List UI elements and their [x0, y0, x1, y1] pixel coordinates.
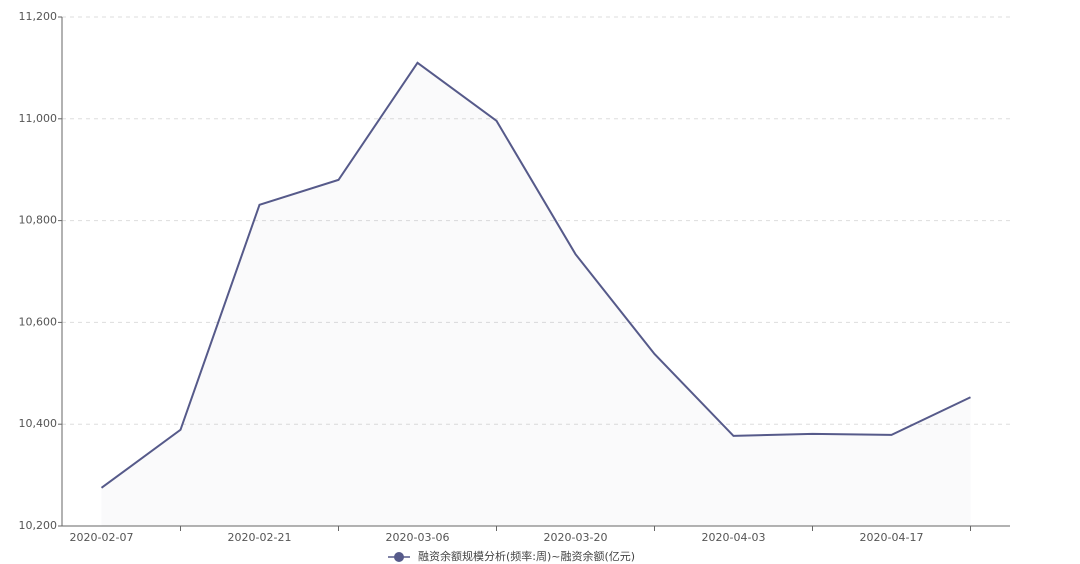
- x-tick-label: 2020-02-21: [228, 531, 292, 544]
- line: [100, 61, 971, 489]
- legend-marker: [394, 552, 404, 562]
- area: [102, 63, 971, 526]
- y-tick-label: 11,200: [19, 10, 58, 23]
- legend-text: 融资余额规模分析(频率:周)~融资余额(亿元): [418, 549, 635, 563]
- y-tick-label: 11,000: [19, 112, 58, 125]
- x-tick-label: 2020-04-17: [860, 531, 924, 544]
- x-tick-label: 2020-03-06: [386, 531, 450, 544]
- y-tick-label: 10,400: [19, 417, 58, 430]
- x-tick-label: 2020-04-03: [702, 531, 766, 544]
- x-tick-label: 2020-02-07: [70, 531, 134, 544]
- y-tick-label: 10,800: [19, 214, 58, 227]
- x-tick-label: 2020-03-20: [544, 531, 608, 544]
- y-tick-label: 10,600: [19, 315, 58, 328]
- y-tick-label: 10,200: [19, 519, 58, 532]
